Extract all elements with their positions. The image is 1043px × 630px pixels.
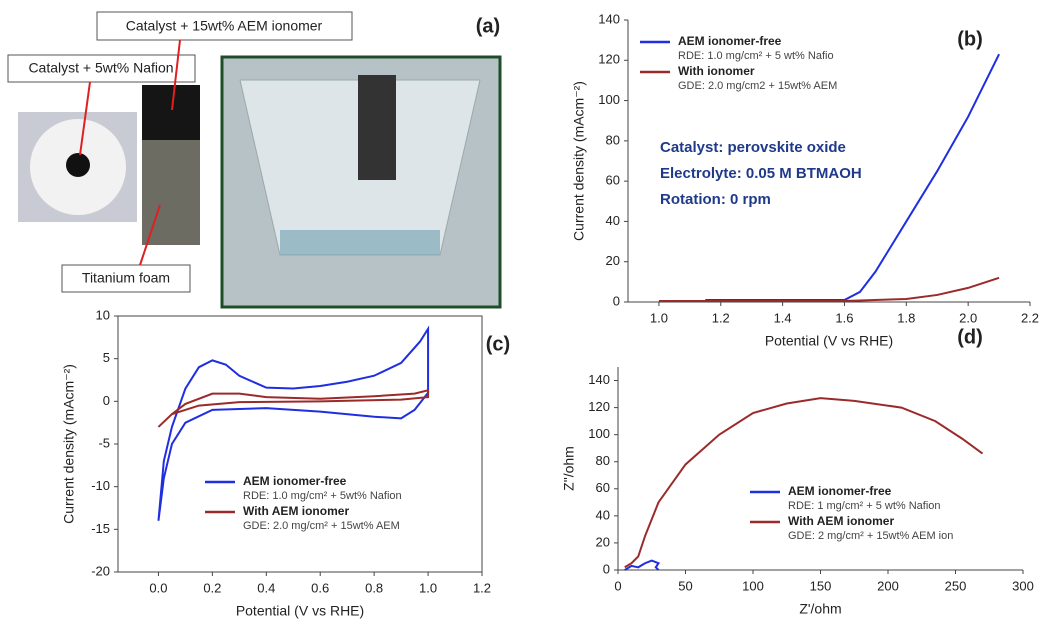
x-tick-label: 2.0: [959, 310, 977, 325]
x-tick-label: 250: [945, 578, 967, 593]
series-line: [658, 276, 1000, 302]
label-box: [96, 11, 353, 41]
legend-note: RDE: 1.0 mg/cm² + 5wt% Nafion: [243, 490, 402, 502]
y-tick-label: 60: [606, 173, 620, 188]
legend-note: RDE: 1 mg/cm² + 5 wt% Nafion: [788, 500, 941, 512]
y-axis-label: Current density (mAcm⁻²): [61, 364, 77, 524]
label-box: [61, 264, 191, 293]
y-tick-label: -10: [91, 478, 110, 493]
y-tick-label: 0: [103, 393, 110, 408]
photo-panel: Catalyst + 15wt% AEM ionomer Catalyst + …: [7, 11, 502, 309]
series-line: [157, 325, 430, 521]
y-axis-label: Z"/ohm: [561, 446, 577, 491]
x-tick-label: 0.0: [149, 580, 167, 595]
panel-label: (a): [476, 15, 500, 37]
y-axis-label: Current density (mAcm⁻²): [571, 81, 587, 241]
photo-label: Catalyst + 15wt% AEM ionomer: [126, 18, 323, 34]
y-tick-label: 5: [103, 350, 110, 365]
x-axis-label: Potential (V vs RHE): [236, 603, 364, 619]
x-tick-label: 1.6: [835, 310, 853, 325]
x-tick-label: 100: [742, 578, 764, 593]
series-line: [624, 397, 984, 569]
x-axis-label: Potential (V vs RHE): [765, 333, 893, 349]
y-tick-label: 120: [598, 52, 620, 67]
x-tick-label: 1.0: [650, 310, 668, 325]
x-tick-label: 200: [877, 578, 899, 593]
series-line: [157, 388, 430, 428]
y-tick-label: 0: [613, 293, 620, 308]
legend-label: With AEM ionomer: [788, 514, 894, 528]
series-line: [624, 559, 661, 571]
x-tick-label: 0: [614, 578, 621, 593]
x-tick-label: 50: [678, 578, 692, 593]
annotation: Catalyst: perovskite oxide: [660, 139, 846, 156]
legend-label: AEM ionomer-free: [243, 474, 347, 488]
y-tick-label: 20: [606, 253, 620, 268]
y-tick-label: 40: [606, 213, 620, 228]
legend-note: GDE: 2.0 mg/cm2 + 15wt% AEM: [678, 80, 837, 92]
panel-label: (d): [957, 326, 983, 348]
electrolyte: [280, 230, 440, 255]
legend-label: With ionomer: [678, 64, 755, 78]
y-tick-label: 20: [596, 534, 610, 549]
photo-label: Catalyst + 5wt% Nafion: [28, 60, 173, 76]
annotation: Rotation: 0 rpm: [660, 191, 771, 208]
y-tick-label: 100: [588, 426, 610, 441]
x-tick-label: 1.8: [897, 310, 915, 325]
panel-label: (c): [486, 333, 510, 355]
x-tick-label: 150: [810, 578, 832, 593]
x-tick-label: 1.0: [419, 580, 437, 595]
y-tick-label: 80: [606, 132, 620, 147]
legend-note: GDE: 2 mg/cm² + 15wt% AEM ion: [788, 530, 953, 542]
x-tick-label: 1.2: [712, 310, 730, 325]
x-tick-label: 1.2: [473, 580, 491, 595]
x-tick-label: 0.8: [365, 580, 383, 595]
x-axis-label: Z'/ohm: [799, 601, 841, 617]
catalyst-spot: [66, 153, 90, 177]
y-tick-label: 10: [96, 307, 110, 322]
electrode: [358, 75, 396, 180]
x-tick-label: 300: [1012, 578, 1034, 593]
label-box: [7, 54, 196, 83]
photo-label: Titanium foam: [82, 270, 170, 286]
legend-label: AEM ionomer-free: [788, 484, 892, 498]
x-tick-label: 1.4: [774, 310, 792, 325]
foam-coated: [142, 85, 200, 140]
legend-label: AEM ionomer-free: [678, 34, 782, 48]
x-tick-label: 0.6: [311, 580, 329, 595]
y-tick-label: -15: [91, 521, 110, 536]
y-tick-label: 140: [598, 11, 620, 26]
legend-label: With AEM ionomer: [243, 504, 349, 518]
series-line: [705, 53, 1000, 301]
legend-note: GDE: 2.0 mg/cm² + 15wt% AEM: [243, 520, 400, 532]
arrow: [171, 39, 181, 111]
y-tick-label: 80: [596, 453, 610, 468]
legend-note: RDE: 1.0 mg/cm² + 5 wt% Nafio: [678, 50, 834, 62]
y-tick-label: 120: [588, 399, 610, 414]
x-tick-label: 0.2: [203, 580, 221, 595]
y-tick-label: 100: [598, 92, 620, 107]
annotation: Electrolyte: 0.05 M BTMAOH: [660, 165, 862, 182]
y-tick-label: -5: [98, 435, 110, 450]
y-tick-label: -20: [91, 563, 110, 578]
y-tick-label: 0: [603, 561, 610, 576]
y-tick-label: 40: [596, 507, 610, 522]
arrow: [139, 204, 161, 266]
y-tick-label: 60: [596, 480, 610, 495]
panel-label: (b): [957, 28, 983, 50]
arrow: [79, 81, 91, 156]
y-tick-label: 140: [588, 372, 610, 387]
foam-bare: [142, 140, 200, 245]
x-tick-label: 2.2: [1021, 310, 1039, 325]
x-tick-label: 0.4: [257, 580, 275, 595]
